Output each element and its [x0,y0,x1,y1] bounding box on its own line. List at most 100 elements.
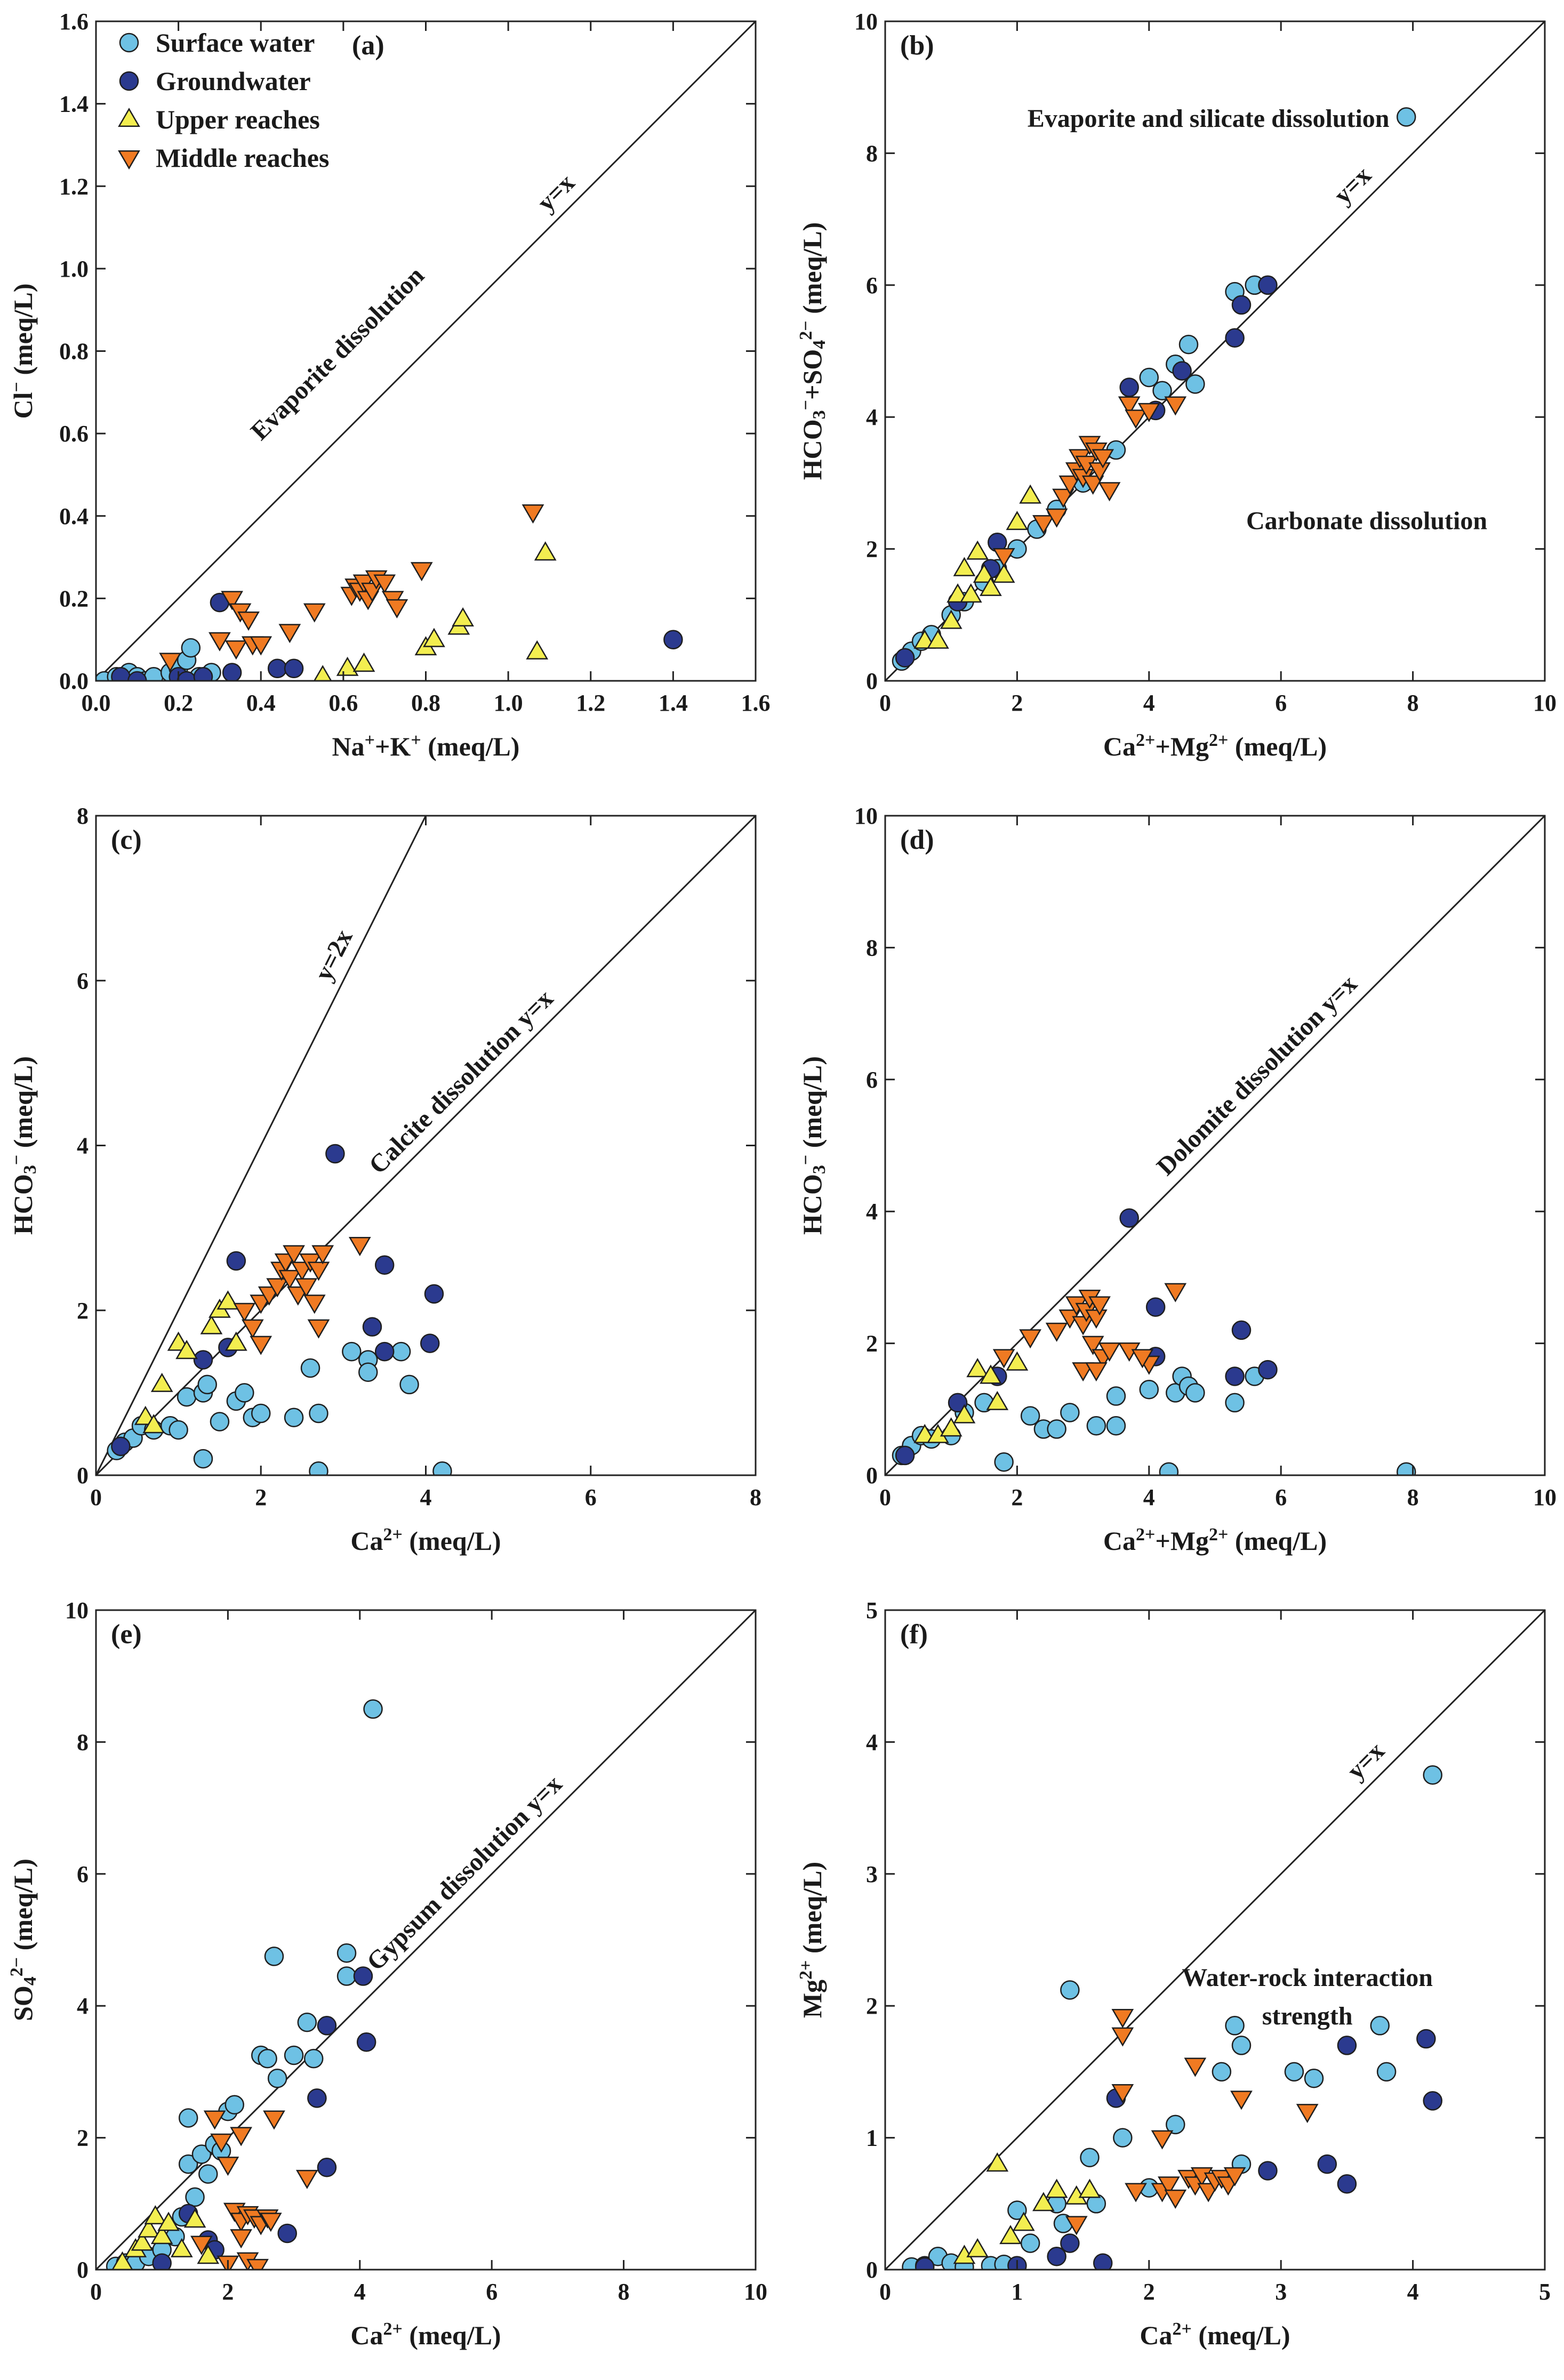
panel-c-xlabel-base: Ca [350,1526,383,1556]
panel-c-point-s0-16 [284,1408,304,1428]
panel-d-xlabel-sup1: 2+ [1136,1525,1155,1545]
panel-a-ytick-label-0: 0.0 [59,668,89,694]
panel-f-point-s3-0 [1111,2008,1134,2029]
panel-e-point-s0-7 [178,2154,198,2174]
panel-c-point-s1-0 [111,1436,131,1457]
panel-a-ytick-label-7: 1.4 [59,91,89,117]
panel-b-point-s2-9 [992,564,1015,583]
panel-b-point-s3-18 [1164,396,1187,416]
panel-e-point-s2-7 [170,2238,193,2257]
panel-c-point-s0-11 [210,1412,230,1432]
panel-c-point-s3-7 [278,1269,301,1289]
panel-b-xtick-label-2: 4 [1143,690,1155,716]
panel-f-ylabel: Mg2+ (meq/L) [796,1862,828,2018]
panel-f-xtick-label-5: 5 [1539,2279,1551,2305]
panel-a-xlabel-sup1: + [365,730,375,750]
panel-e-ytick-label-1: 2 [77,2125,89,2151]
panel-a-ylabel: Cl− (meq/L) [7,283,38,419]
panel-b-point-s2-5 [959,583,982,603]
panel-d-point-s3-10 [1088,1296,1111,1316]
panel-f-point-s3-16 [1296,2104,1319,2124]
panel-f-point-s3-1 [1111,2027,1134,2047]
panel-f-xlabel-tail: (meq/L) [1192,2320,1290,2350]
panel-c-point-s0-13 [235,1383,254,1403]
panel-b-point-s3-3 [1052,488,1074,508]
panel-d-point-s2-3 [953,1404,976,1424]
panel-d-point-s3-13 [1098,1342,1121,1362]
panel-a-legend-marker-1 [119,71,139,91]
panel-b-xlabel-sup1: 2+ [1136,730,1155,750]
panel-c-panel-letter: (c) [111,825,142,855]
panel-e-xtick-label-0: 0 [90,2279,102,2305]
panel-b-annotation-0: Evaporite and silicate dissolution [1028,104,1390,133]
panel-c-series-triangle-up-2 [134,1290,247,1434]
panel-b-point-s2-2 [940,609,963,629]
panel-d-xtick-label-2: 4 [1143,1484,1155,1510]
panel-d-point-s0-12 [1086,1416,1106,1436]
panel-e-point-s0-24 [336,1966,357,1986]
panel-b-xtick-label-0: 0 [879,690,891,716]
panel-c-ylabel-sub1: 3 [20,1165,40,1174]
panel-b-ytick-label-1: 2 [866,536,878,562]
panel-f-point-s1-9 [1337,2036,1357,2055]
panel-d-point-s0-14 [1106,1386,1126,1406]
panel-d-ylabel-sub1: 3 [809,1165,829,1174]
panel-d-point-s3-2 [1045,1322,1068,1342]
panel-b-frame [884,20,1546,682]
panel-e-point-s2-8 [183,2208,206,2228]
panel-f-point-s1-6 [1258,2161,1278,2181]
panel-a-xtick-label-4: 0.8 [411,690,440,716]
panel-c-point-s1-5 [362,1317,382,1337]
panel-f-point-s1-0 [915,2257,935,2270]
panel-d-ylabel-tail: (meq/L) [797,1056,827,1155]
panel-a-xlabel-base: Na [332,731,365,761]
panel-e-point-s0-25 [363,1699,383,1719]
panel-f-panel-letter: (f) [900,1619,928,1650]
panel-a-point-s2-0 [313,665,332,681]
panel-a-point-s2-8 [534,541,557,561]
panel-e-point-s1-9 [356,2032,376,2052]
panel-f-point-s2-1 [966,2238,989,2257]
panel-f-point-s3-17 [1125,2183,1147,2202]
panel-b-point-s1-0 [895,648,915,668]
panel-a-ytick-label-3: 0.6 [59,421,89,447]
panel-f-point-s3-2 [1111,2084,1134,2104]
panel-f-point-s0-23 [1370,2016,1390,2036]
panel-d-point-s2-2 [940,1417,963,1437]
panel-d-series-circle-0 [892,1366,1416,1475]
panel-d-point-s1-4 [1145,1297,1166,1317]
panel-c-xtick-label-2: 4 [420,1484,432,1510]
panel-d-ytick-label-5: 10 [854,803,878,829]
panel-b-ylabel: HCO3−+SO42− (meq/L) [796,222,830,480]
panel-f-point-s3-15 [1230,2090,1253,2110]
panel-a-xtick-label-0: 0.0 [82,690,111,716]
panel-e-point-s0-18 [264,1947,284,1966]
panel-a-legend-marker-3 [118,150,140,170]
panel-c-ylabel: HCO3− (meq/L) [7,1056,41,1235]
panel-f-point-s2-3 [999,2225,1022,2245]
panel-b-point-s2-11 [1019,484,1042,504]
panel-f-xtick-label-2: 2 [1143,2279,1155,2305]
panel-f-point-s2-6 [1045,2178,1068,2198]
panel-b-point-s0-20 [1396,107,1416,127]
panel-f-point-s3-19 [1065,2216,1088,2236]
panel-c-point-s3-16 [250,1336,272,1355]
panel-d-point-s3-1 [1019,1329,1042,1349]
panel-c-point-s1-6 [374,1255,395,1275]
panel-d-series-triangle-up-2 [913,1351,1029,1443]
panel-b-ytick-label-5: 10 [854,9,878,35]
panel-d-point-s1-6 [1225,1366,1245,1386]
panel-c-point-s0-10 [197,1374,217,1395]
panel-a-ytick-label-1: 0.2 [59,585,89,612]
panel-b-xtick-label-3: 6 [1275,690,1287,716]
panel-e-series-circle-0 [106,1699,383,2270]
panel-e-ytick-label-0: 0 [77,2257,89,2283]
panel-f-point-s1-10 [1416,2029,1436,2049]
panel-e-xtick-label-5: 10 [744,2279,767,2305]
panel-d-point-s0-15 [1139,1379,1159,1400]
panel-c-ytick-label-0: 0 [77,1462,89,1489]
panel-c-point-s1-8 [420,1333,440,1353]
panel-f-point-s0-25 [1423,1765,1442,1785]
